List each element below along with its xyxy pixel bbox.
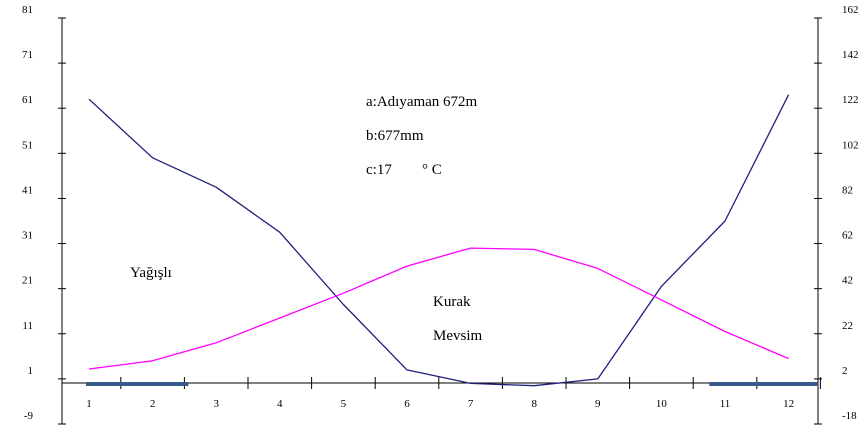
x-tick-label: 3 [213,398,219,410]
dry-season-bar [709,382,818,386]
right-tick-label: 2 [842,365,848,377]
right-tick-label: 42 [842,275,853,287]
right-tick-label: 162 [842,4,859,16]
x-tick-label: 6 [404,398,410,410]
left-tick-label: 61 [22,94,33,106]
temperature-unit-label: ° C [422,162,442,178]
x-tick-label: 1 [86,398,92,410]
right-tick-label: 82 [842,184,853,196]
left-tick-label: 31 [22,230,33,242]
left-tick-label: 11 [22,320,33,332]
rainfall-label: b:677mm [366,128,424,144]
right-tick-label: 102 [842,139,859,151]
dry-season-bar [86,382,189,386]
x-tick-label: 10 [656,398,668,410]
x-tick-label: 2 [150,398,156,410]
dry-season-label-2: Mevsim [433,328,483,344]
annotations: a:Adıyaman 672m b:677mm c:17 ° C Yağışlı… [130,94,483,344]
left-tick-label: 1 [28,365,34,377]
x-tick-label: 11 [720,398,731,410]
temperature-label: c:17 [366,162,392,178]
x-tick-label: 7 [468,398,474,410]
precipitation-line [88,94,790,387]
x-tick-label: 4 [277,398,283,410]
wet-season-label: Yağışlı [130,265,172,281]
axes [61,18,819,424]
right-tick-label: 122 [842,94,859,106]
x-tick-label: 8 [531,398,537,410]
dry-season-label-1: Kurak [433,294,471,310]
left-tick-label: -9 [24,410,34,422]
temperature-line [88,247,789,370]
right-tick-label: 62 [842,230,853,242]
left-tick-label: 81 [22,4,33,16]
left-tick-label: 71 [22,49,33,61]
left-tick-label: 41 [22,184,33,196]
right-tick-label: -18 [842,410,857,422]
x-tick-label: 5 [341,398,347,410]
dry-season-bars [86,382,818,386]
right-tick-label: 142 [842,49,859,61]
left-tick-label: 21 [22,275,33,287]
station-label: a:Adıyaman 672m [366,94,478,110]
x-axis-ticks: 1 2 3 4 5 6 7 8 9 10 11 12 [86,377,821,410]
series-lines [88,94,790,387]
left-tick-label: 51 [22,139,33,151]
x-tick-label: 9 [595,398,601,410]
x-tick-label: 12 [783,398,794,410]
right-tick-label: 22 [842,320,853,332]
